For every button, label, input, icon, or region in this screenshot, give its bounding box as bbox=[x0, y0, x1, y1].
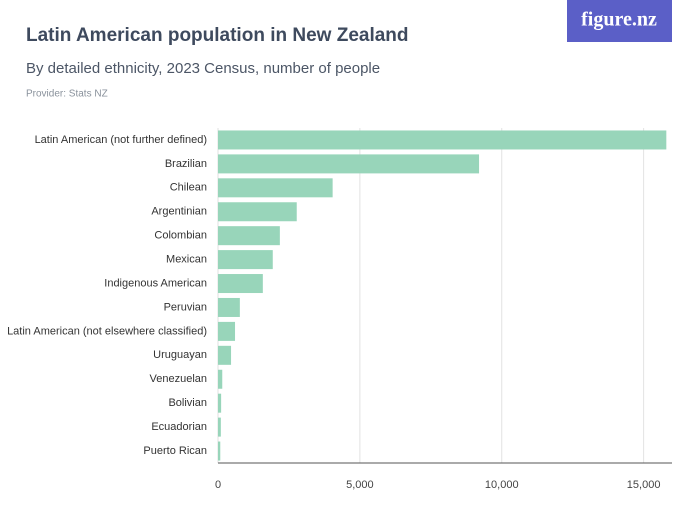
bar bbox=[218, 345, 232, 365]
y-tick-label: Peruvian bbox=[164, 301, 207, 313]
bar bbox=[218, 178, 333, 198]
x-tick-label: 0 bbox=[215, 479, 221, 491]
x-tick-label: 5,000 bbox=[346, 479, 374, 491]
y-tick-label: Ecuadorian bbox=[151, 421, 207, 433]
y-tick-label: Chilean bbox=[170, 182, 207, 194]
chart-title: Latin American population in New Zealand bbox=[26, 25, 409, 46]
bar bbox=[218, 369, 223, 389]
bar bbox=[218, 297, 240, 317]
bar bbox=[218, 130, 667, 150]
bar bbox=[218, 393, 222, 413]
y-tick-label: Colombian bbox=[154, 230, 207, 242]
logo-box bbox=[567, 0, 672, 42]
y-tick-label: Puerto Rican bbox=[143, 445, 207, 457]
y-tick-label: Mexican bbox=[166, 254, 207, 266]
bar bbox=[218, 417, 221, 437]
y-tick-label: Bolivian bbox=[168, 397, 207, 409]
y-tick-label: Latin American (not elsewhere classified… bbox=[7, 325, 207, 337]
y-tick-label: Brazilian bbox=[165, 158, 207, 170]
x-tick-label: 10,000 bbox=[485, 479, 519, 491]
y-tick-label: Argentinian bbox=[151, 206, 207, 218]
y-tick-label: Uruguayan bbox=[153, 349, 207, 361]
bar bbox=[218, 441, 221, 461]
y-tick-label: Venezuelan bbox=[150, 373, 208, 385]
bar bbox=[218, 226, 280, 246]
bar bbox=[218, 274, 263, 294]
bar bbox=[218, 250, 273, 270]
bar bbox=[218, 154, 480, 174]
x-tick-label: 15,000 bbox=[627, 479, 661, 491]
y-tick-label: Latin American (not further defined) bbox=[35, 134, 207, 146]
logo: figure.nz bbox=[581, 9, 657, 31]
bar bbox=[218, 321, 236, 341]
chart-subtitle: By detailed ethnicity, 2023 Census, numb… bbox=[26, 60, 380, 77]
y-tick-label: Indigenous American bbox=[104, 277, 207, 289]
bar bbox=[218, 202, 297, 222]
source: Provider: Stats NZ bbox=[26, 89, 108, 100]
